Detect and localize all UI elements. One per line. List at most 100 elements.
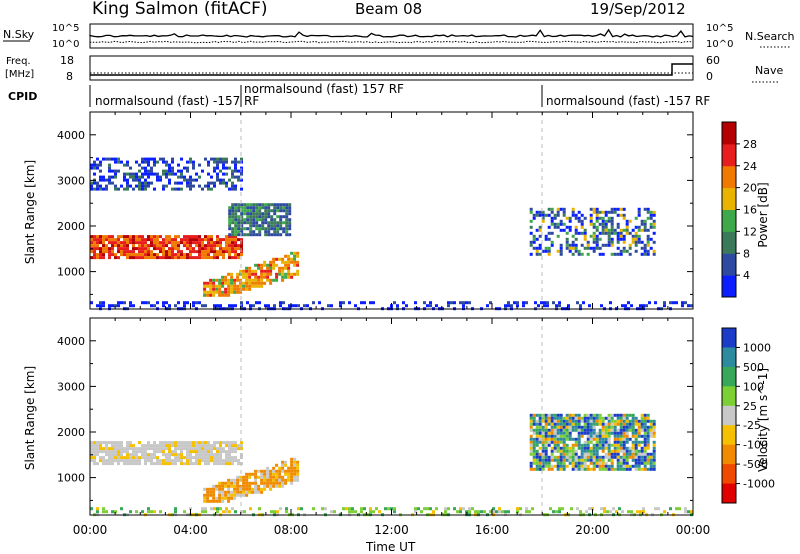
power-cell <box>225 241 228 245</box>
power-cell <box>216 250 219 254</box>
power-cell <box>227 272 231 276</box>
power-cell <box>99 169 102 173</box>
power-cell <box>90 166 93 170</box>
velocity-cell <box>637 449 641 453</box>
power-cell <box>574 237 578 241</box>
velocity-cell <box>580 425 584 429</box>
velocity-cell <box>269 475 273 479</box>
velocity-cell <box>531 507 534 511</box>
power-cell <box>592 207 596 211</box>
velocity-cell <box>559 449 563 453</box>
velocity-cell <box>195 462 198 466</box>
velocity-colorbar-tick-label: -25 <box>743 419 761 432</box>
velocity-cell <box>598 419 602 423</box>
velocity-cell <box>228 450 231 454</box>
velocity-cell <box>643 455 647 459</box>
velocity-cell <box>592 464 596 468</box>
velocity-cell <box>589 419 593 423</box>
power-cell <box>276 209 280 213</box>
power-colorbar-segment <box>722 122 736 145</box>
velocity-cell <box>583 419 587 423</box>
power-cell <box>204 253 207 257</box>
velocity-cell <box>123 447 126 451</box>
power-cell <box>675 301 678 305</box>
velocity-cell <box>204 441 207 445</box>
velocity-cell <box>293 472 297 476</box>
power-cell <box>245 281 249 285</box>
power-cell <box>239 284 243 288</box>
velocity-y-tick-label: 4000 <box>57 335 85 348</box>
velocity-cell <box>186 453 189 457</box>
power-cell <box>538 210 542 214</box>
power-cell <box>595 240 599 244</box>
power-cell <box>607 210 611 214</box>
power-cell <box>225 235 228 239</box>
velocity-cell <box>625 452 629 456</box>
power-cell <box>254 281 258 285</box>
velocity-cell <box>99 459 102 463</box>
power-cell <box>258 233 262 237</box>
power-cell <box>230 290 234 294</box>
power-cell <box>198 301 201 305</box>
velocity-cell <box>216 450 219 454</box>
power-cell <box>312 301 315 305</box>
power-cell <box>183 166 186 170</box>
velocity-cell <box>631 428 635 432</box>
velocity-cell <box>613 449 617 453</box>
power-cell <box>258 215 262 219</box>
velocity-cell <box>213 462 216 466</box>
velocity-cell <box>532 413 536 417</box>
power-cell <box>141 160 144 164</box>
velocity-cell <box>141 447 144 451</box>
power-cell <box>567 304 570 308</box>
velocity-cell <box>625 455 629 459</box>
power-cell <box>294 304 297 308</box>
power-cell <box>189 178 192 182</box>
power-cell <box>538 225 542 229</box>
velocity-cell <box>586 458 590 462</box>
power-cell <box>99 163 102 167</box>
velocity-cell <box>90 507 93 511</box>
velocity-cell <box>649 428 653 432</box>
power-cell <box>276 215 280 219</box>
power-cell <box>96 235 99 239</box>
power-cell <box>284 275 288 279</box>
velocity-cell <box>556 464 560 468</box>
power-cell <box>117 160 120 164</box>
velocity-cell <box>99 441 102 445</box>
velocity-cell <box>595 464 599 468</box>
power-cell <box>165 301 168 305</box>
velocity-cell <box>640 446 644 450</box>
velocity-cell <box>159 459 162 463</box>
velocity-cell <box>535 425 539 429</box>
velocity-cell <box>224 484 228 488</box>
power-cell <box>266 275 270 279</box>
velocity-cell <box>559 428 563 432</box>
power-cell <box>147 160 150 164</box>
power-cell <box>255 212 259 216</box>
velocity-cell <box>192 456 195 460</box>
power-cell <box>99 178 102 182</box>
velocity-cell <box>598 437 602 441</box>
velocity-cell <box>435 507 438 511</box>
velocity-cell <box>589 425 593 429</box>
velocity-cell <box>269 472 273 476</box>
velocity-cell <box>558 510 561 514</box>
velocity-cell <box>613 428 617 432</box>
power-cell <box>135 184 138 188</box>
power-cell <box>156 172 159 176</box>
power-cell <box>111 250 114 254</box>
velocity-cell <box>132 450 135 454</box>
power-cell <box>532 237 536 241</box>
velocity-cell <box>260 478 264 482</box>
velocity-cell <box>90 447 93 451</box>
velocity-cell <box>604 434 608 438</box>
power-cell <box>610 222 614 226</box>
power-cell <box>221 275 225 279</box>
velocity-cell <box>553 425 557 429</box>
velocity-cell <box>628 452 632 456</box>
velocity-cell <box>420 510 423 514</box>
velocity-cell <box>287 466 291 470</box>
power-cell <box>225 172 228 176</box>
